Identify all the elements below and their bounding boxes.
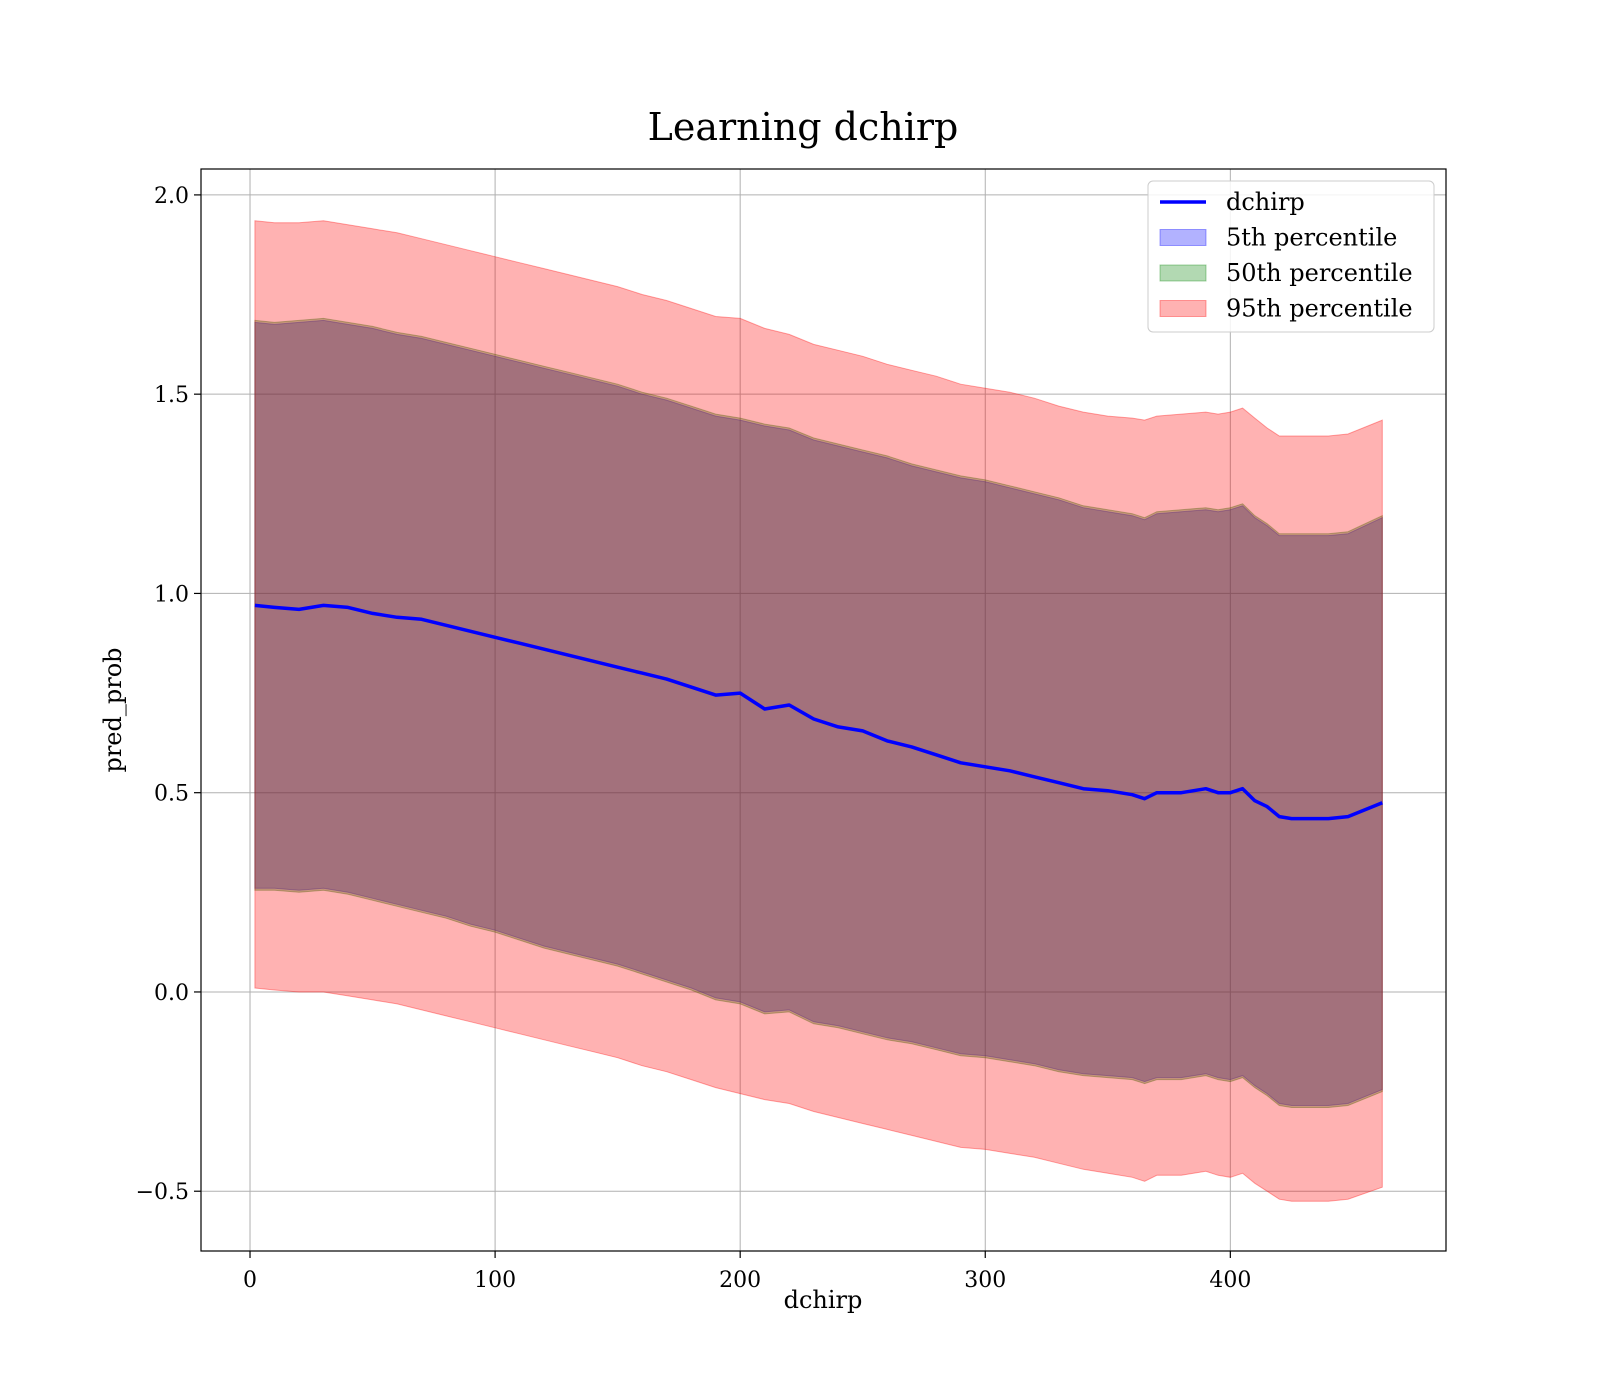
- x-tick-label-3: 300: [964, 1268, 1006, 1293]
- x-tick-label-2: 200: [719, 1268, 761, 1293]
- legend-label-0: dchirp: [1226, 188, 1305, 216]
- band-3: [254, 220, 1383, 1202]
- legend-swatch-1: [1159, 229, 1207, 246]
- y-tick-label-5: 2.0: [154, 184, 189, 209]
- legend-label-3: 95th percentile: [1226, 295, 1413, 323]
- band-2: [254, 317, 1383, 1108]
- legend-label-1: 5th percentile: [1226, 224, 1397, 252]
- series-lines: [254, 603, 1383, 821]
- x-axis-ticks: 0 100 200 300 400: [243, 1251, 1251, 1293]
- y-axis-ticks: −0.5 0.0 0.5 1.0 1.5 2.0: [136, 184, 201, 1205]
- y-tick-label-3: 1.0: [154, 582, 189, 607]
- x-tick-label-0: 0: [243, 1268, 257, 1293]
- legend-box: [1147, 180, 1435, 333]
- legend-swatch-2: [1159, 264, 1207, 282]
- legend-swatch-3: [1159, 300, 1207, 317]
- x-axis-label: dchirp: [784, 1286, 863, 1314]
- y-tick-label-2: 0.5: [154, 782, 189, 807]
- y-tick-label-1: 0.0: [154, 981, 189, 1006]
- chart-title: Learning dchirp: [648, 105, 959, 149]
- y-tick-label-0: −0.5: [136, 1180, 189, 1205]
- legend-label-2: 50th percentile: [1226, 259, 1413, 287]
- x-tick-label-4: 400: [1209, 1268, 1251, 1293]
- y-axis-label: pred_prob: [99, 647, 127, 772]
- legend: dchirp 5th percentile 50th percentile 95th …: [1147, 180, 1435, 333]
- y-tick-label-4: 1.5: [154, 383, 189, 408]
- x-tick-label-1: 100: [474, 1268, 516, 1293]
- percentile-bands: [254, 220, 1383, 1202]
- series-line-1: [254, 603, 1383, 821]
- band-1: [254, 319, 1383, 1106]
- plot-frame: [200, 168, 1447, 1252]
